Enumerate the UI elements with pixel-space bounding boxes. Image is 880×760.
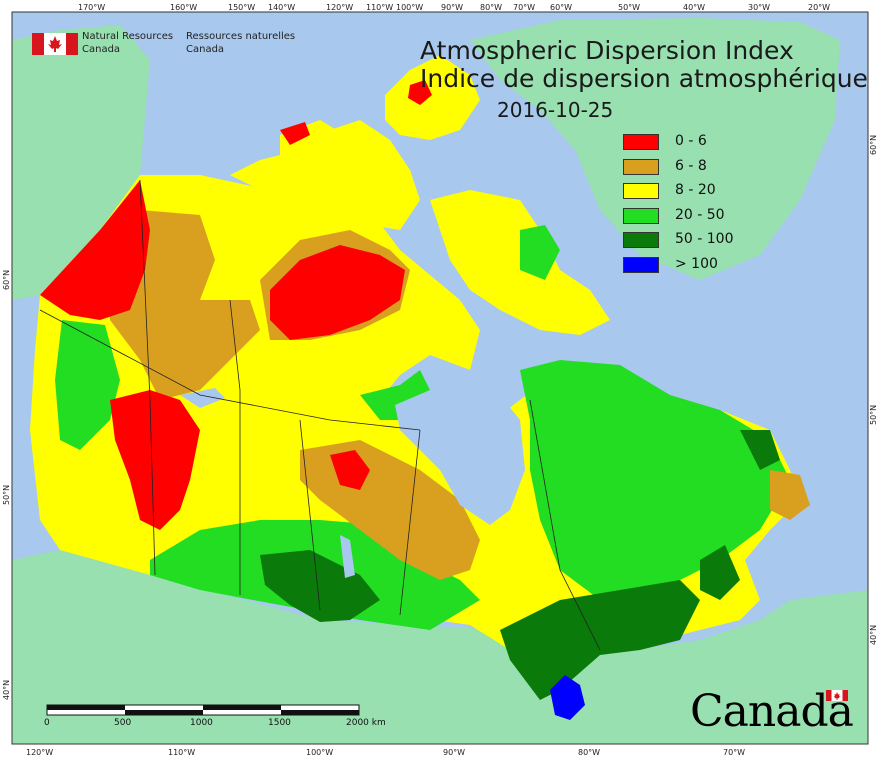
legend-label: 50 - 100 [675,231,734,247]
legend-swatch [623,207,659,224]
graticule-label: 120°W [26,748,53,757]
graticule-label: 120°W [326,3,353,12]
graticule-label: 60°N [869,135,878,155]
legend-swatch [623,183,659,199]
graticule-label: 40°N [2,680,11,700]
zone-red-arctic [280,122,310,145]
graticule-label: 40°W [683,3,705,12]
graticule-label: 70°W [723,748,745,757]
legend-label: 6 - 8 [675,157,707,174]
graticule-left-labels: 60°N 50°N 40°N [2,270,11,700]
map-title-english: Atmospheric Dispersion Index [420,36,794,65]
zone-red-ellesmere [408,80,432,105]
zone-darkgreen-prairie [260,550,380,622]
legend-label: > 100 [675,255,718,272]
zone-darkgreen-labrador [740,430,780,470]
graticule-label: 20°W [808,3,830,12]
graticule-label: 60°N [2,270,11,290]
zone-red-nwt [270,245,405,340]
great-slave-lake [180,388,225,408]
graticule-label: 90°W [441,3,463,12]
map-border [11,11,869,745]
agency-name-en-line2: Canada [82,44,121,55]
agency-signature: Natural Resources Canada Ressources natu… [30,30,295,60]
graticule-label: 140°W [268,3,295,12]
legend-swatch [623,134,659,150]
map-title-french: Indice de dispersion atmosphérique [420,64,868,93]
zone-red-central [330,450,370,490]
zone-darkgreen-maritimes [700,545,740,600]
zone-blue-ontario [550,675,585,720]
arctic-islands [230,120,420,230]
scale-label: 1000 [190,718,213,728]
scale-bar-graphic [46,704,360,716]
graticule-label: 40°N [869,625,878,645]
lake-winnipeg [340,535,355,578]
legend-label: 8 - 20 [675,182,716,198]
legend-label: 0 - 6 [675,133,707,149]
scale-label: 1500 [268,718,291,728]
ellesmere-island [385,55,480,140]
legend-swatch [623,256,659,273]
scale-label: 2000 km [346,718,386,728]
graticule-right-labels: 60°N 50°N 40°N [869,135,878,645]
canada-flag-icon [32,33,78,55]
graticule-bottom-labels: 120°W 110°W 100°W 90°W 80°W 70°W [26,748,745,757]
province-borders [39,179,601,651]
graticule-label: 50°W [618,3,640,12]
graticule-label: 80°W [578,748,600,757]
zone-green-baffin [520,225,560,280]
legend-swatch [623,232,659,248]
graticule-label: 110°W [168,748,195,757]
wordmark-flag-icon [826,690,848,701]
agency-name-fr-line1: Ressources naturelles [186,31,296,42]
graticule-label: 100°W [306,748,333,757]
graticule-label: 150°W [228,3,255,12]
zone-red-west [40,180,150,320]
agency-name-fr-line2: Canada [186,44,225,55]
scale-bar: 0 500 1000 1500 2000 km [44,704,386,734]
zone-green-west [55,320,120,450]
map-date: 2016-10-25 [497,98,614,122]
graticule-label: 70°W [513,3,535,12]
scale-label: 0 [44,718,50,728]
hudson-bay [395,385,525,525]
graticule-label: 50°N [2,485,11,505]
graticule-label: 110°W [366,3,393,12]
zone-red-bc [110,390,200,530]
graticule-label: 160°W [170,3,197,12]
graticule-label: 170°W [78,3,105,12]
graticule-label: 100°W [396,3,423,12]
zone-green-quebec [520,360,790,600]
graticule-label: 80°W [480,3,502,12]
zone-orange-east [770,470,810,520]
usa-land [12,550,868,744]
legend-swatch [623,158,659,175]
legend-label: 20 - 50 [675,206,725,223]
graticule-label: 60°W [550,3,572,12]
agency-name-en-line1: Natural Resources [82,31,174,42]
zone-darkgreen-ontario [500,580,700,700]
canada-wordmark: Canada [690,686,855,737]
graticule-label: 30°W [748,3,770,12]
graticule-label: 90°W [443,748,465,757]
alaska-land [12,25,150,300]
graticule-top-labels: 170°W 160°W 150°W 140°W 120°W 110°W 100°W 90°W 8… [78,3,830,12]
graticule-label: 50°N [869,405,878,425]
scale-label: 500 [114,718,132,728]
